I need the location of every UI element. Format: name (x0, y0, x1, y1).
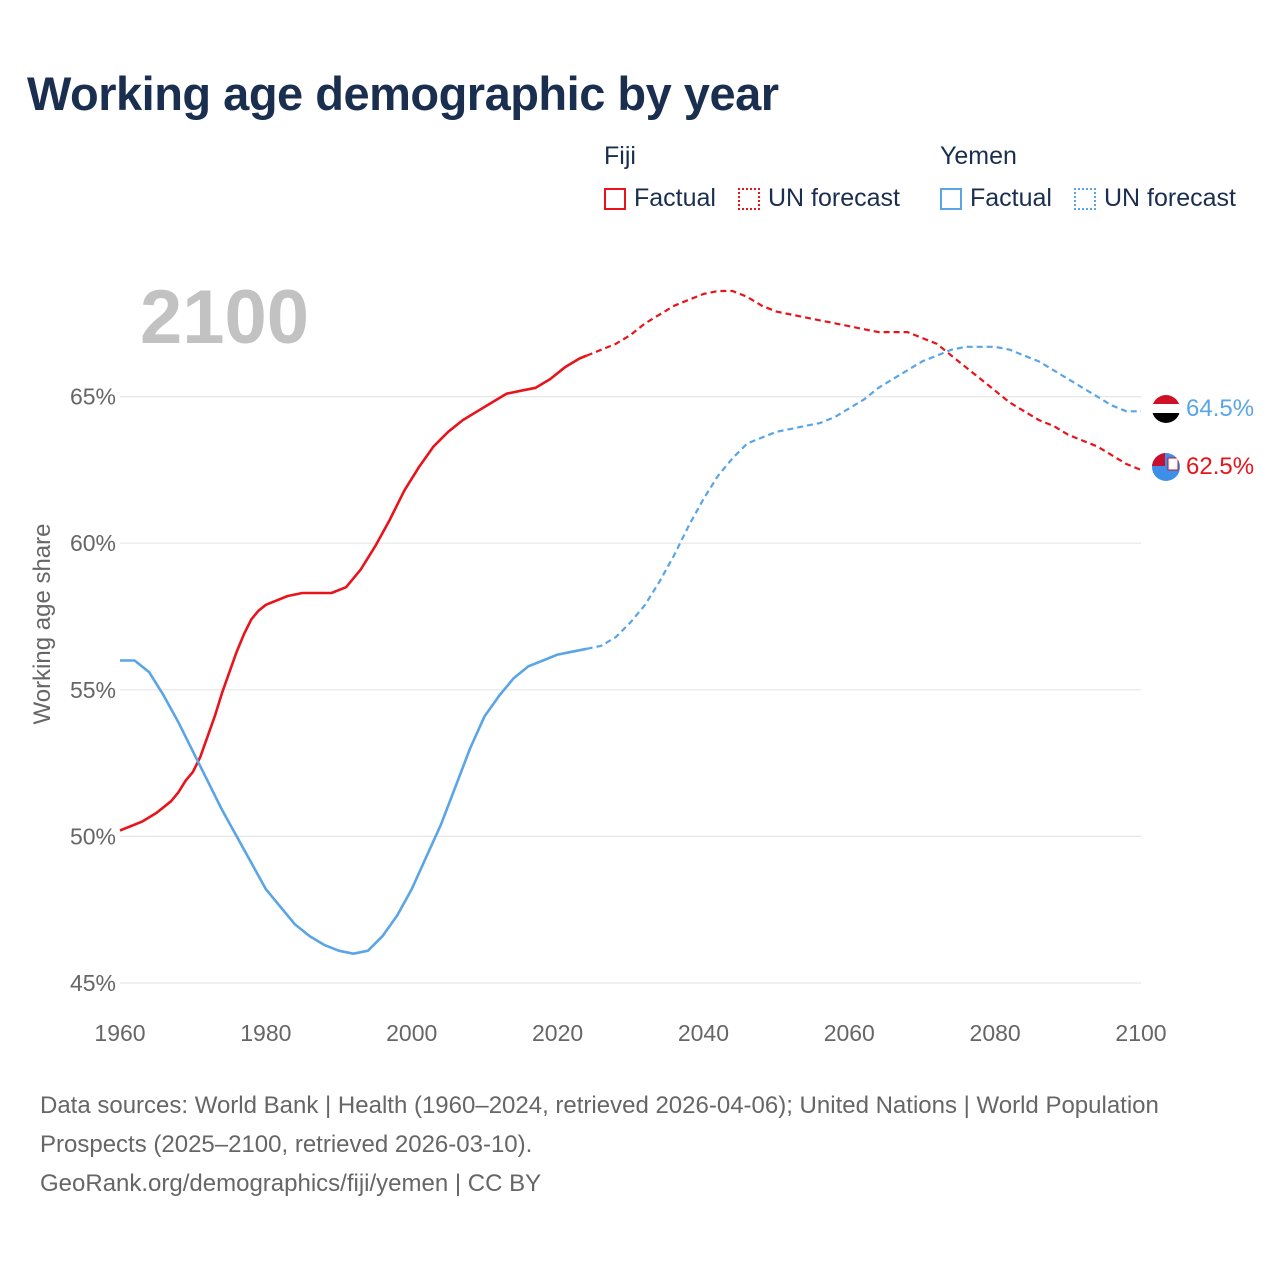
fiji-flag-icon (1152, 453, 1180, 481)
legend-item-label: UN forecast (1104, 184, 1236, 212)
legend-item-label: Factual (634, 184, 716, 212)
y-tick-label: 65% (70, 384, 116, 410)
legend-group-name: Fiji (604, 142, 636, 170)
line-chart: 2100 45% 50% 55% 60% 65% 1960 1980 2000 2020 204… (29, 275, 1254, 1046)
y-tick-label: 45% (70, 970, 116, 996)
series-line-fiji-factual[interactable] (119, 354, 588, 832)
y-tick-label: 55% (70, 677, 116, 703)
series-line-yemen-forecast[interactable] (586, 345, 1141, 650)
year-label: 2100 (140, 275, 309, 360)
x-tick-label: 2040 (678, 1020, 729, 1046)
y-tick-label: 50% (70, 823, 116, 849)
end-value-label-fiji: 62.5% (1186, 453, 1254, 480)
chart-title: Working age demographic by year (27, 67, 779, 120)
legend-item-fiji-forecast[interactable]: UN forecast (738, 184, 900, 213)
legend-item-yemen-factual[interactable]: Factual (940, 184, 1052, 213)
solid-line-swatch-icon (940, 187, 962, 210)
x-tick-label: 2060 (824, 1020, 875, 1046)
x-tick-label: 2000 (386, 1020, 437, 1046)
legend-item-fiji-factual[interactable]: Factual (604, 184, 716, 213)
x-tick-label: 1980 (240, 1020, 291, 1046)
yemen-flag-icon (1152, 395, 1180, 423)
footer: Data sources: World Bank | Health (1960–… (40, 1086, 1240, 1203)
legend-item-label: UN forecast (768, 184, 900, 212)
y-axis-label: Working age share (29, 524, 56, 725)
series-line-fiji-forecast[interactable] (586, 289, 1142, 471)
legend-item-yemen-forecast[interactable]: UN forecast (1074, 184, 1236, 213)
x-tick-label: 2100 (1115, 1020, 1166, 1046)
y-tick-label: 60% (70, 530, 116, 556)
series-line-yemen-factual[interactable] (120, 647, 587, 955)
x-tick-label: 2020 (532, 1020, 583, 1046)
end-value-label-yemen: 64.5% (1186, 395, 1254, 422)
x-tick-label: 1960 (94, 1020, 145, 1046)
dotted-line-swatch-icon (1074, 187, 1096, 210)
legend-item-label: Factual (970, 184, 1052, 212)
credit-link[interactable]: GeoRank.org/demographics/fiji/yemen | CC… (40, 1170, 542, 1197)
dotted-line-swatch-icon (738, 187, 760, 210)
legend-group-name: Yemen (940, 142, 1017, 170)
data-sources: Data sources: World Bank | Health (1960–… (40, 1092, 1159, 1158)
x-tick-label: 2080 (970, 1020, 1021, 1046)
solid-line-swatch-icon (604, 187, 626, 210)
